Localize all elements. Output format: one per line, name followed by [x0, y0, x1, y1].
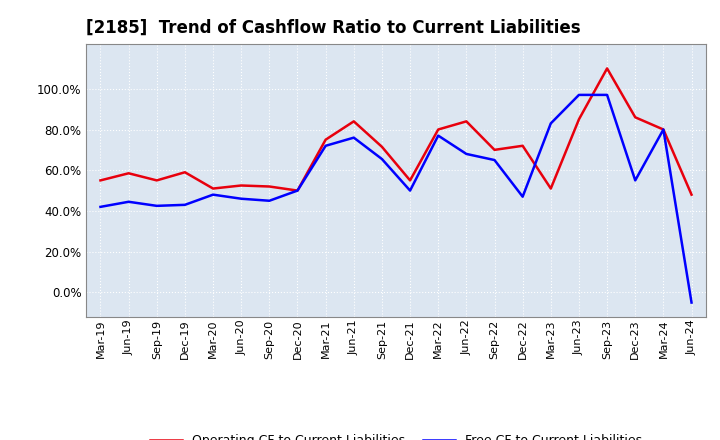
Operating CF to Current Liabilities [687, 192, 696, 197]
Operating CF to Current Liabilities [349, 119, 358, 124]
Legend: Operating CF to Current Liabilities, Free CF to Current Liabilities: Operating CF to Current Liabilities, Fre… [145, 429, 647, 440]
Free CF to Current Liabilities [659, 127, 667, 132]
Free CF to Current Liabilities [631, 178, 639, 183]
Free CF to Current Liabilities [209, 192, 217, 197]
Operating CF to Current Liabilities [406, 178, 415, 183]
Operating CF to Current Liabilities [293, 188, 302, 193]
Line: Operating CF to Current Liabilities: Operating CF to Current Liabilities [101, 69, 691, 194]
Free CF to Current Liabilities [462, 151, 471, 157]
Free CF to Current Liabilities [434, 133, 443, 138]
Free CF to Current Liabilities [377, 156, 386, 161]
Operating CF to Current Liabilities [603, 66, 611, 71]
Operating CF to Current Liabilities [462, 119, 471, 124]
Operating CF to Current Liabilities [209, 186, 217, 191]
Free CF to Current Liabilities [687, 300, 696, 305]
Free CF to Current Liabilities [293, 188, 302, 193]
Free CF to Current Liabilities [518, 194, 527, 199]
Free CF to Current Liabilities [153, 203, 161, 209]
Operating CF to Current Liabilities [631, 115, 639, 120]
Free CF to Current Liabilities [237, 196, 246, 202]
Free CF to Current Liabilities [265, 198, 274, 203]
Operating CF to Current Liabilities [575, 117, 583, 122]
Operating CF to Current Liabilities [434, 127, 443, 132]
Operating CF to Current Liabilities [237, 183, 246, 188]
Operating CF to Current Liabilities [181, 169, 189, 175]
Operating CF to Current Liabilities [153, 178, 161, 183]
Operating CF to Current Liabilities [546, 186, 555, 191]
Free CF to Current Liabilities [96, 204, 105, 209]
Operating CF to Current Liabilities [265, 184, 274, 189]
Operating CF to Current Liabilities [96, 178, 105, 183]
Free CF to Current Liabilities [406, 188, 415, 193]
Free CF to Current Liabilities [546, 121, 555, 126]
Free CF to Current Liabilities [603, 92, 611, 98]
Text: [2185]  Trend of Cashflow Ratio to Current Liabilities: [2185] Trend of Cashflow Ratio to Curren… [86, 19, 581, 37]
Free CF to Current Liabilities [349, 135, 358, 140]
Operating CF to Current Liabilities [490, 147, 499, 153]
Operating CF to Current Liabilities [377, 144, 386, 150]
Operating CF to Current Liabilities [659, 127, 667, 132]
Free CF to Current Liabilities [125, 199, 133, 205]
Operating CF to Current Liabilities [518, 143, 527, 148]
Free CF to Current Liabilities [575, 92, 583, 98]
Free CF to Current Liabilities [181, 202, 189, 208]
Free CF to Current Liabilities [321, 143, 330, 148]
Free CF to Current Liabilities [490, 158, 499, 163]
Operating CF to Current Liabilities [321, 137, 330, 142]
Operating CF to Current Liabilities [125, 171, 133, 176]
Line: Free CF to Current Liabilities: Free CF to Current Liabilities [101, 95, 691, 303]
